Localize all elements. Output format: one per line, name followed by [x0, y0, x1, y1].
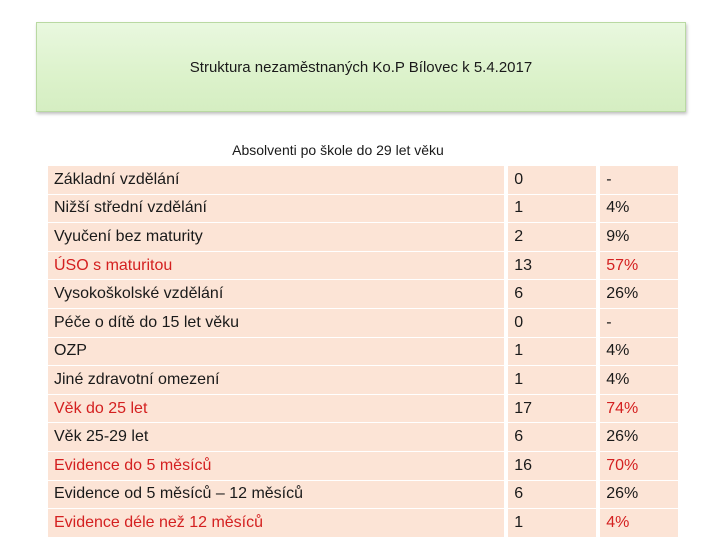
row-percent: 26% — [600, 423, 678, 452]
title-box: Struktura nezaměstnaných Ko.P Bílovec k … — [36, 22, 686, 112]
column-divider — [596, 337, 601, 367]
column-divider — [596, 451, 601, 481]
row-percent: 9% — [600, 223, 678, 252]
page-title: Struktura nezaměstnaných Ko.P Bílovec k … — [189, 58, 533, 76]
table-row: Evidence od 5 měsíců – 12 měsíců 6 26% — [48, 480, 678, 510]
row-percent: 74% — [600, 394, 678, 424]
table-row: Evidence do 5 měsíců 16 70% — [48, 451, 678, 481]
column-divider — [504, 337, 509, 367]
row-percent: - — [600, 308, 678, 338]
column-divider — [504, 509, 509, 538]
row-label: OZP — [48, 337, 505, 367]
statistics-table: Základní vzdělání 0- Nižší střední vzdělán… — [48, 166, 678, 538]
row-label: ÚSO s maturitou — [48, 251, 505, 281]
row-label: Vyučení bez maturity — [48, 223, 505, 252]
row-label: Věk do 25 let — [48, 394, 505, 424]
column-divider — [596, 280, 601, 309]
row-count: 2 — [508, 223, 597, 252]
column-divider — [504, 194, 509, 224]
row-count: 6 — [508, 280, 597, 309]
row-count: 0 — [508, 308, 597, 338]
row-percent: 26% — [600, 280, 678, 309]
column-divider — [596, 509, 601, 538]
row-label: Nižší střední vzdělání — [48, 194, 505, 224]
table-row: OZP 1 4% — [48, 337, 678, 367]
column-divider — [596, 308, 601, 338]
row-count: 1 — [508, 509, 597, 538]
column-divider — [504, 451, 509, 481]
row-percent: - — [600, 166, 678, 195]
row-percent: 70% — [600, 451, 678, 481]
table-row: ÚSO s maturitou 13 57% — [48, 251, 678, 281]
table-row: Vysokoškolské vzdělání 6 26% — [48, 280, 678, 309]
column-divider — [504, 308, 509, 338]
row-count: 6 — [508, 480, 597, 510]
row-percent: 57% — [600, 251, 678, 281]
column-divider — [504, 223, 509, 252]
row-percent: 26% — [600, 480, 678, 510]
column-divider — [596, 223, 601, 252]
row-count: 13 — [508, 251, 597, 281]
row-label: Jiné zdravotní omezení — [48, 366, 505, 395]
column-divider — [596, 480, 601, 510]
table-row: Evidence déle než 12 měsíců 1 4% — [48, 509, 678, 538]
row-label: Věk 25-29 let — [48, 423, 505, 452]
row-label: Evidence do 5 měsíců — [48, 451, 505, 481]
column-divider — [504, 366, 509, 395]
table-row: Vyučení bez maturity 2 9% — [48, 223, 678, 252]
table-row: Věk 25-29 let 6 26% — [48, 423, 678, 452]
row-count: 0 — [508, 166, 597, 195]
table-row: Nižší střední vzdělání 1 4% — [48, 194, 678, 224]
column-divider — [596, 366, 601, 395]
column-divider — [596, 394, 601, 424]
column-divider — [504, 480, 509, 510]
column-divider — [596, 166, 601, 195]
table-row: Péče o dítě do 15 let věku 0- — [48, 308, 678, 338]
row-count: 17 — [508, 394, 597, 424]
table-subtitle: Absolventi po škole do 29 let věku — [232, 142, 444, 158]
row-label: Evidence déle než 12 měsíců — [48, 509, 505, 538]
row-percent: 4% — [600, 509, 678, 538]
row-count: 1 — [508, 194, 597, 224]
table-row: Základní vzdělání 0- — [48, 166, 678, 195]
row-label: Vysokoškolské vzdělání — [48, 280, 505, 309]
column-divider — [596, 194, 601, 224]
row-label: Péče o dítě do 15 let věku — [48, 308, 505, 338]
table-row: Jiné zdravotní omezení 1 4% — [48, 366, 678, 395]
column-divider — [504, 280, 509, 309]
row-count: 1 — [508, 366, 597, 395]
column-divider — [596, 251, 601, 281]
column-divider — [504, 166, 509, 195]
column-divider — [596, 423, 601, 452]
column-divider — [504, 251, 509, 281]
column-divider — [504, 423, 509, 452]
row-label: Evidence od 5 měsíců – 12 měsíců — [48, 480, 505, 510]
column-divider — [504, 394, 509, 424]
row-percent: 4% — [600, 366, 678, 395]
row-count: 1 — [508, 337, 597, 367]
row-percent: 4% — [600, 194, 678, 224]
row-label: Základní vzdělání — [48, 166, 505, 195]
row-count: 6 — [508, 423, 597, 452]
row-percent: 4% — [600, 337, 678, 367]
table-row: Věk do 25 let 17 74% — [48, 394, 678, 424]
row-count: 16 — [508, 451, 597, 481]
